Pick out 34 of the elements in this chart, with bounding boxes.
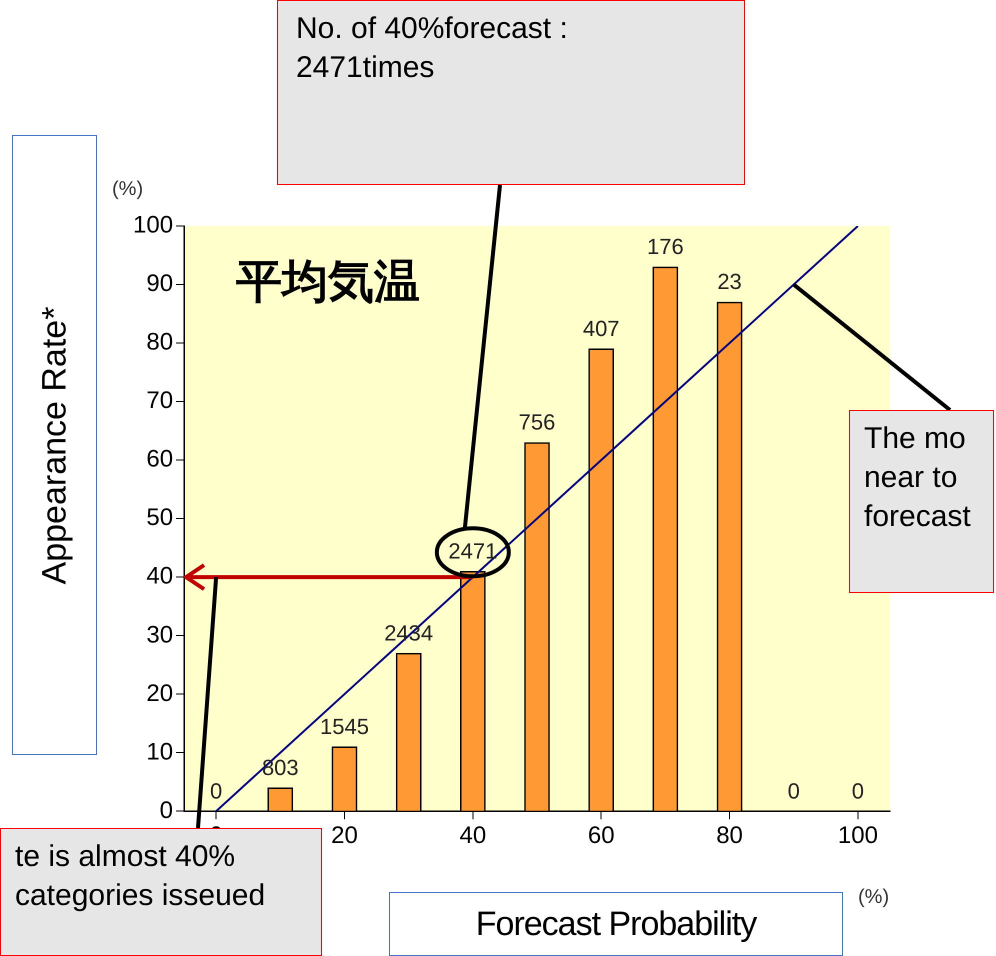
y-tick-label: 60 — [146, 446, 174, 473]
y-tick-label: 10 — [146, 738, 174, 766]
x-tick-label: 60 — [588, 822, 615, 850]
y-tick-label: 90 — [146, 270, 174, 298]
annotation: The mo near to forecast — [849, 410, 994, 593]
y-tick-label: 100 — [132, 212, 174, 239]
text: 平均気温 — [236, 254, 420, 308]
annotation: 23 — [717, 269, 742, 294]
x-axis-title: Forecast Probability — [389, 892, 843, 956]
annotation: 1545 — [320, 714, 369, 739]
annotation: 803 — [262, 754, 299, 780]
y-tick-label: 0 — [160, 796, 174, 824]
annotation: 2471 — [448, 538, 498, 564]
x-tick-label: 40 — [459, 822, 486, 850]
annotation: 176 — [647, 234, 684, 260]
annotation: 0 — [788, 778, 800, 804]
text: (%) — [112, 178, 144, 201]
y-tick-label: 80 — [146, 328, 174, 356]
y-tick-label: 50 — [146, 504, 174, 532]
text: (%) — [858, 886, 890, 909]
annotation: 756 — [518, 410, 556, 435]
annotation: 407 — [582, 316, 620, 341]
annotation: te is almost 40% categories isseued — [0, 828, 322, 956]
x-tick-label: 100 — [838, 822, 878, 850]
y-tick-label: 20 — [146, 680, 174, 707]
x-tick-label: 80 — [716, 822, 743, 850]
y-tick-label: 30 — [146, 621, 174, 648]
y-tick-label: 70 — [146, 387, 174, 414]
annotation: 0 — [852, 778, 864, 804]
y-axis-title: Appearance Rate* — [35, 306, 74, 584]
text: No. of 40%forecast : 2471times — [277, 0, 745, 185]
y-tick-label: 40 — [146, 562, 174, 590]
annotation: 0 — [210, 778, 222, 804]
x-tick-label: 20 — [331, 822, 358, 850]
